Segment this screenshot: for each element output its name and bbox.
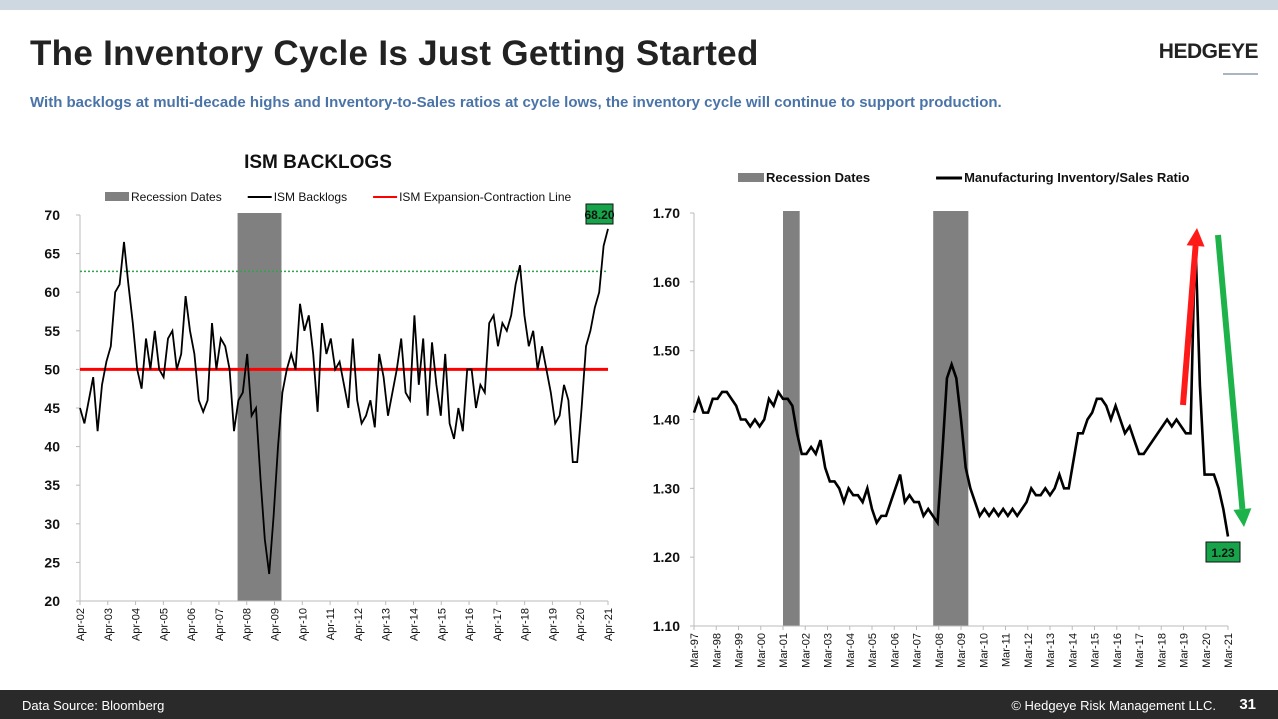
x-tick-label: Apr-12 (353, 608, 365, 641)
x-tick-label: Apr-04 (131, 608, 143, 641)
x-tick-label: Mar-99 (734, 633, 746, 668)
x-tick-label: Mar-02 (800, 633, 812, 668)
y-tick-label: 30 (44, 516, 60, 532)
legend-label: Recession Dates (131, 190, 222, 204)
down-arrow-shaft (1215, 234, 1246, 510)
x-tick-label: Mar-17 (1134, 633, 1146, 668)
series-line (79, 228, 609, 575)
last-value-label: 68.20 (584, 208, 614, 222)
x-tick-label: Mar-16 (1112, 633, 1124, 668)
y-tick-label: 45 (44, 400, 60, 416)
x-tick-label: Apr-15 (436, 608, 448, 641)
copyright: © Hedgeye Risk Management LLC. (1011, 698, 1216, 713)
y-tick-label: 1.50 (653, 343, 680, 359)
x-tick-label: Mar-18 (1156, 633, 1168, 668)
y-tick-label: 50 (44, 361, 60, 377)
chart-0: ISM BACKLOGS 20 25 30 35 40 45 50 55 60 65 70 Apr-02… (44, 152, 615, 641)
top-bar (0, 0, 1278, 10)
page-number: 31 (1239, 696, 1256, 713)
x-tick-label: Mar-01 (778, 633, 790, 668)
logo-underline (1223, 73, 1258, 75)
x-tick-label: Apr-02 (75, 608, 87, 641)
x-tick-label: Mar-13 (1045, 633, 1057, 668)
up-arrow-icon (1186, 228, 1205, 247)
last-value-box (585, 203, 614, 225)
legend-swatch-recession (105, 192, 129, 201)
hedgeye-logo: HEDGEYE (1158, 40, 1259, 63)
x-tick-label: Apr-11 (325, 608, 337, 640)
x-tick-label: Mar-06 (889, 633, 901, 668)
x-tick-label: Mar-98 (711, 633, 723, 668)
x-tick-label: Mar-20 (1201, 633, 1213, 668)
y-tick-label: 1.20 (653, 549, 680, 565)
legend-label: Manufacturing Inventory/Sales Ratio (964, 170, 1189, 185)
x-tick-label: Mar-12 (1023, 633, 1035, 668)
chart-title: ISM BACKLOGS (244, 152, 392, 173)
recession-band (783, 211, 800, 626)
x-tick-label: Mar-19 (1179, 633, 1191, 668)
x-tick-label: Apr-07 (214, 608, 226, 641)
x-tick-label: Apr-21 (603, 608, 615, 641)
series-line (692, 233, 1230, 537)
legend-label: ISM Expansion-Contraction Line (399, 190, 571, 204)
y-tick-label: 1.30 (653, 480, 680, 496)
y-tick-label: 20 (44, 593, 60, 609)
x-tick-label: Apr-05 (158, 608, 170, 641)
x-tick-label: Apr-13 (381, 608, 393, 641)
x-tick-label: Mar-08 (934, 633, 946, 668)
x-tick-label: Apr-08 (242, 608, 254, 641)
x-tick-label: Apr-09 (270, 608, 282, 641)
x-tick-label: Mar-11 (1001, 633, 1013, 667)
x-tick-label: Mar-21 (1223, 633, 1235, 668)
legend-swatch-recession (738, 173, 764, 182)
y-tick-label: 70 (44, 207, 60, 223)
last-value-box (1205, 541, 1241, 563)
up-arrow-shaft (1180, 245, 1199, 406)
page-title: The Inventory Cycle Is Just Getting Star… (30, 34, 759, 73)
x-tick-label: Apr-06 (186, 608, 198, 641)
x-tick-label: Mar-05 (867, 633, 879, 668)
x-tick-label: Apr-19 (547, 608, 559, 641)
y-tick-label: 35 (44, 477, 60, 493)
x-tick-label: Apr-18 (520, 608, 532, 641)
charts-canvas: ISM BACKLOGS 20 25 30 35 40 45 50 55 60 65 70 Apr-02… (44, 152, 1252, 668)
x-tick-label: Apr-10 (297, 608, 309, 641)
x-tick-label: Mar-04 (845, 633, 857, 668)
y-tick-label: 25 (44, 554, 60, 570)
x-tick-label: Apr-16 (464, 608, 476, 641)
x-tick-label: Mar-97 (689, 633, 701, 668)
x-tick-label: Apr-14 (408, 608, 420, 641)
y-tick-label: 40 (44, 439, 60, 455)
x-tick-label: Mar-15 (1090, 633, 1102, 668)
x-tick-label: Mar-00 (756, 633, 768, 668)
x-tick-label: Mar-10 (978, 633, 990, 668)
x-tick-label: Mar-14 (1067, 633, 1079, 668)
last-value-label: 1.23 (1211, 546, 1235, 560)
y-tick-label: 1.10 (653, 618, 680, 634)
y-tick-label: 1.60 (653, 274, 680, 290)
x-tick-label: Mar-09 (956, 633, 968, 668)
y-tick-label: 55 (44, 323, 60, 339)
footer: Data Source: Bloomberg © Hedgeye Risk Ma… (0, 690, 1278, 719)
recession-band (933, 211, 969, 626)
recession-band (237, 213, 282, 601)
x-tick-label: Mar-03 (823, 633, 835, 668)
page-subtitle: With backlogs at multi-decade highs and … (30, 94, 1002, 111)
legend-label: ISM Backlogs (274, 190, 347, 204)
x-tick-label: Apr-17 (492, 608, 504, 641)
chart-1: 1.10 1.20 1.30 1.40 1.50 1.60 1.70 Mar-97 Mar-98… (653, 170, 1252, 668)
y-tick-label: 1.40 (653, 412, 680, 428)
y-tick-label: 1.70 (653, 205, 680, 221)
x-tick-label: Mar-07 (912, 633, 924, 668)
down-arrow-icon (1233, 508, 1252, 527)
x-tick-label: Apr-03 (103, 608, 115, 641)
data-source: Data Source: Bloomberg (22, 698, 165, 713)
legend-label: Recession Dates (766, 170, 870, 185)
x-tick-label: Apr-20 (575, 608, 587, 641)
y-tick-label: 65 (44, 246, 60, 262)
y-tick-label: 60 (44, 284, 60, 300)
